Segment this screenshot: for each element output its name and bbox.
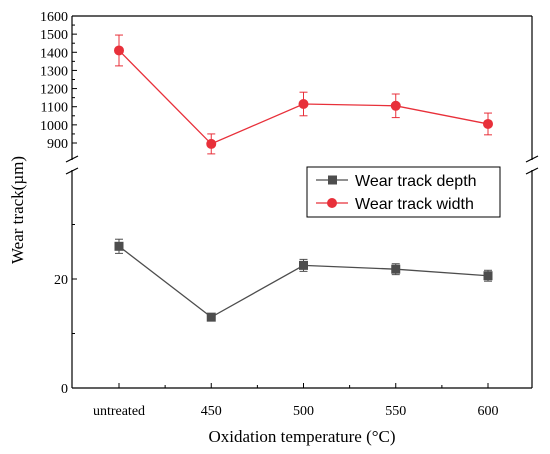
legend-label: Wear track depth [355, 173, 477, 190]
y-tick-label: 1200 [40, 83, 68, 98]
x-axis-title: Oxidation temperature (°C) [208, 427, 395, 446]
data-point [114, 241, 124, 251]
data-point [298, 98, 309, 109]
axes [65, 15, 539, 389]
legend-marker [327, 198, 337, 208]
left-axis-break-mark [65, 167, 79, 175]
x-tick-label: 450 [201, 404, 222, 419]
data-point [114, 45, 124, 56]
y-tick-label: 1100 [41, 101, 68, 116]
data-point [206, 312, 216, 322]
data-point [391, 264, 401, 274]
right-axis-break-mark [525, 167, 539, 175]
x-tick-label: 500 [293, 404, 314, 419]
data-point [483, 118, 493, 129]
right-axis-break-mark [525, 155, 539, 163]
series-depth [114, 238, 493, 322]
y-tick-label: 1000 [40, 119, 68, 134]
legend-label: Wear track width [355, 196, 474, 213]
left-axis-break-mark [65, 155, 79, 163]
legend-box [306, 166, 501, 218]
y-tick-label: 1400 [40, 46, 68, 61]
x-tick-label: 600 [478, 404, 499, 419]
y-tick-label: 900 [47, 137, 68, 152]
y-tick-label: 20 [54, 273, 68, 288]
series-width [114, 34, 493, 155]
y-tick-label: 1500 [40, 28, 68, 43]
data-point [299, 260, 308, 270]
x-tick-label: untreated [93, 404, 145, 419]
series-line [118, 245, 489, 318]
series [114, 34, 493, 322]
data-point [483, 271, 493, 281]
y-axis-title: Wear track(µm) [8, 156, 27, 264]
y-tick-label: 0 [61, 382, 68, 397]
legend-marker [328, 175, 337, 185]
y-tick-label: 1600 [40, 10, 68, 25]
x-tick-label: 550 [385, 404, 406, 419]
ticks: 900 1000 1100 1200 1300 1400 1500 1600 0 20 untrea… [40, 10, 499, 419]
data-point [390, 100, 401, 111]
legend: Wear track depth Wear track width [306, 166, 501, 218]
y-tick-label: 1300 [40, 64, 68, 79]
data-point [206, 138, 217, 149]
